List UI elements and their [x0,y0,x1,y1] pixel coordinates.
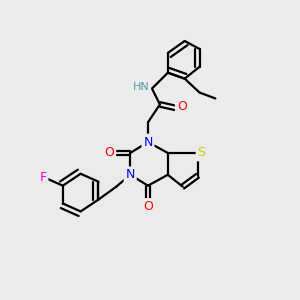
Text: HN: HN [133,82,149,92]
Text: N: N [125,168,135,181]
Text: N: N [143,136,153,148]
Text: O: O [177,100,187,113]
Text: O: O [143,200,153,213]
Text: S: S [197,146,206,160]
Text: F: F [39,171,46,184]
Text: O: O [104,146,114,160]
